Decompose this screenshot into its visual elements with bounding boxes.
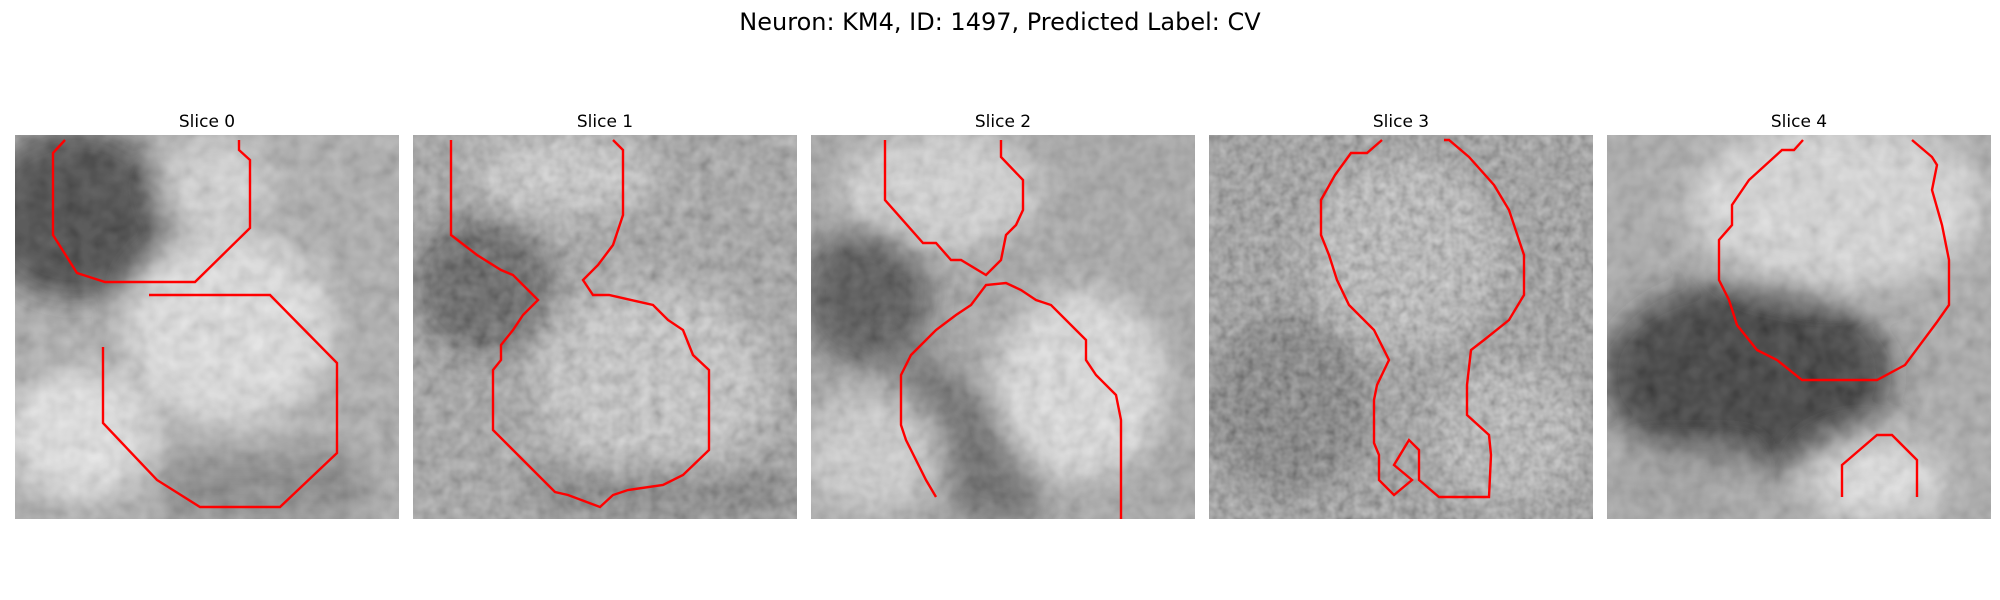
contour-lines [1319, 138, 1526, 499]
slice-panel-3: Slice 3 [1209, 110, 1593, 519]
slice-panel-2: Slice 2 [811, 110, 1195, 519]
contour-lines [883, 140, 1123, 519]
contour-lines [449, 139, 711, 509]
slice-title: Slice 0 [178, 112, 236, 132]
slice-image [1209, 135, 1593, 519]
figure-title: Neuron: KM4, ID: 1497, Predicted Label: … [739, 8, 1261, 36]
contour-lines [1717, 139, 1951, 497]
slice-panel-4: Slice 4 [1607, 110, 1991, 519]
slice-title: Slice 2 [974, 112, 1032, 132]
slice-title: Slice 4 [1770, 112, 1828, 132]
slice-image [15, 135, 399, 519]
slice-image [413, 135, 797, 519]
slice-image [1607, 135, 1991, 519]
slice-title: Slice 3 [1372, 112, 1430, 132]
slice-title: Slice 1 [576, 112, 634, 132]
contour-lines [51, 139, 339, 509]
slice-image [811, 135, 1195, 519]
slice-panel-1: Slice 1 [413, 110, 797, 519]
slice-panel-0: Slice 0 [15, 110, 399, 519]
